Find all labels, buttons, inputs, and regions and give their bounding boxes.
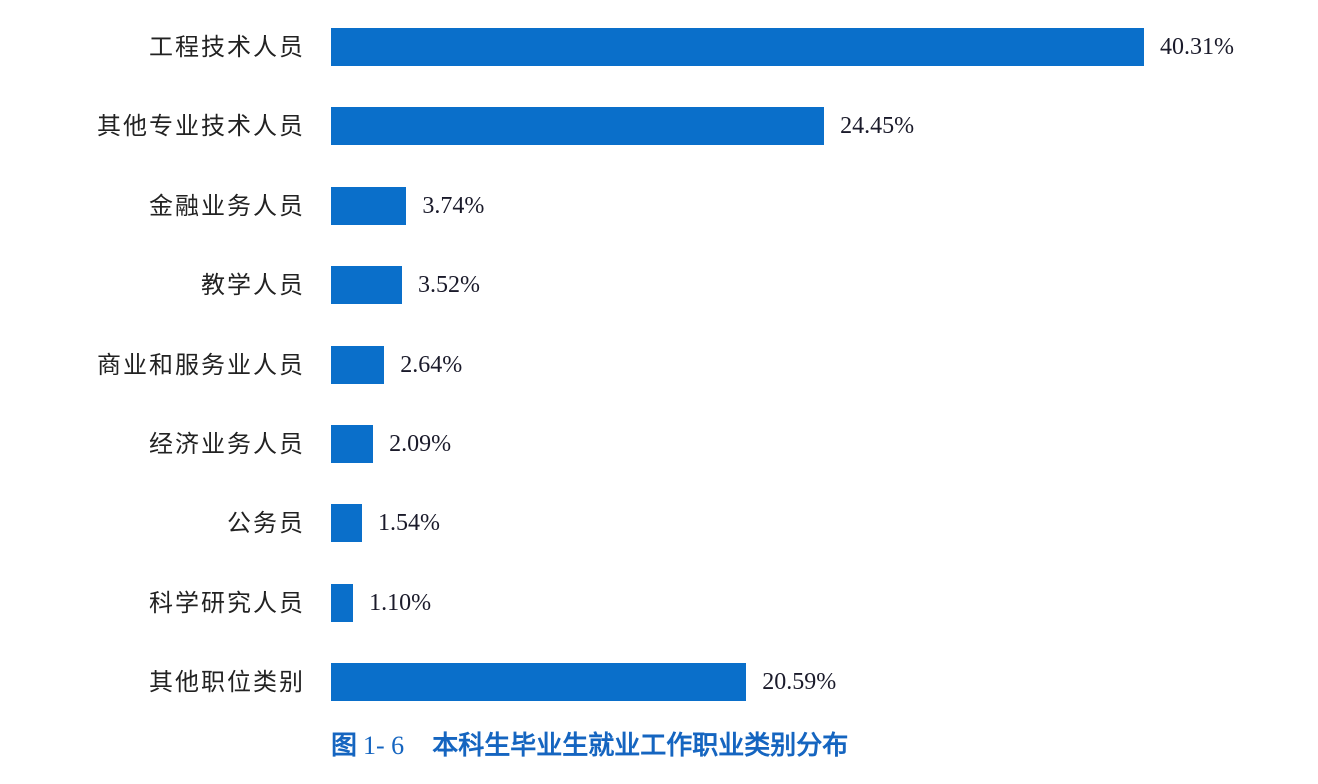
- value-label: 24.45%: [840, 113, 915, 140]
- bar: [331, 266, 402, 305]
- value-label: 40.31%: [1160, 34, 1234, 60]
- bar-row: 其他职位类别 20.59%: [0, 662, 1318, 702]
- caption-number: 1- 6: [363, 731, 405, 760]
- bar: [331, 583, 354, 622]
- bar: [331, 425, 374, 463]
- caption-prefix: 图: [331, 731, 358, 761]
- bar: [331, 28, 1144, 66]
- value-label: 3.52%: [417, 272, 480, 299]
- value-label: 3.74%: [422, 192, 485, 219]
- bar-row: 科学研究人员 1.10%: [0, 583, 1318, 623]
- category-label: 商业和服务业人员: [97, 350, 305, 379]
- caption-text: 本科生毕业生就业工作职业类别分布: [432, 731, 849, 761]
- bar-row: 经济业务人员 2.09%: [0, 424, 1318, 464]
- bar-row: 工程技术人员 40.31%: [0, 27, 1318, 67]
- bar-row: 教学人员 3.52%: [0, 265, 1318, 305]
- value-label: 1.54%: [378, 510, 441, 537]
- value-label: 1.10%: [369, 589, 432, 616]
- bar: [331, 107, 825, 146]
- category-label: 公务员: [227, 509, 305, 538]
- bar: [331, 504, 363, 543]
- category-label: 教学人员: [201, 271, 305, 300]
- bar-row: 其他专业技术人员 24.45%: [0, 106, 1318, 146]
- bar-row: 公务员 1.54%: [0, 503, 1318, 543]
- value-label: 2.64%: [400, 351, 463, 378]
- bar: [331, 345, 385, 384]
- category-label: 工程技术人员: [149, 33, 305, 61]
- chart-caption: 图 1- 6 本科生毕业生就业工作职业类别分布: [331, 726, 848, 766]
- category-label: 科学研究人员: [149, 588, 305, 617]
- category-label: 其他专业技术人员: [97, 112, 305, 141]
- category-label: 金融业务人员: [149, 191, 305, 220]
- bar-row: 商业和服务业人员 2.64%: [0, 345, 1318, 385]
- category-label: 其他职位类别: [149, 668, 305, 697]
- category-label: 经济业务人员: [149, 430, 305, 458]
- bar: [331, 186, 407, 225]
- bar: [331, 663, 747, 702]
- value-label: 2.09%: [389, 431, 452, 457]
- bar-row: 金融业务人员 3.74%: [0, 186, 1318, 226]
- value-label: 20.59%: [762, 669, 837, 696]
